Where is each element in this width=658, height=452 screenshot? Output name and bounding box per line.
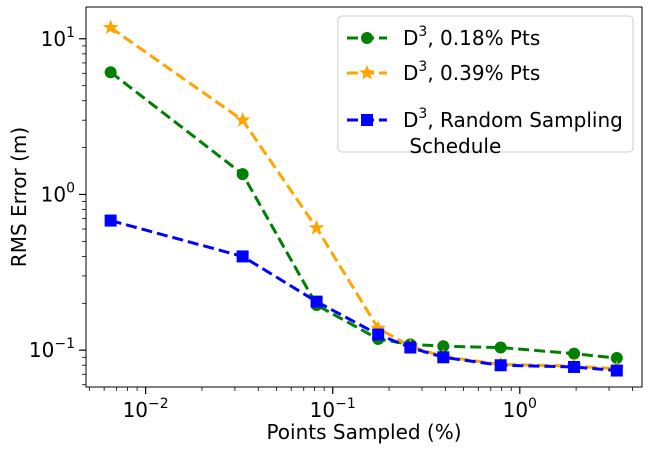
y-tick-label: 100 [41, 180, 75, 206]
data-point [236, 168, 249, 181]
y-tick-label: 10−1 [29, 336, 75, 362]
x-tick-label: 10−1 [310, 396, 356, 422]
data-point [568, 360, 581, 373]
legend-marker [361, 114, 373, 126]
legend-label-line2: Schedule [403, 134, 501, 158]
x-axis: 10−2 10−1 100 [88, 387, 633, 422]
data-point [568, 347, 581, 360]
legend-entry-3: D3, Random Sampling Schedule [347, 106, 623, 158]
legend-entry-2: D3, 0.39% Pts [347, 59, 540, 85]
legend-label: D3, 0.18% Pts [403, 24, 540, 50]
series-line [110, 219, 617, 373]
plot-frame [85, 6, 643, 388]
data-point [308, 219, 325, 235]
data-point [610, 364, 623, 377]
data-point [437, 351, 450, 364]
data-point [372, 328, 385, 341]
y-axis-label: RMS Error (m) [7, 127, 31, 267]
data-point [236, 250, 249, 263]
x-axis-label: Points Sampled (%) [266, 420, 461, 444]
data-point [104, 66, 117, 79]
legend-marker [359, 64, 375, 80]
legend-box [337, 15, 634, 153]
legend-label: D3, Random Sampling [403, 106, 623, 132]
data-point [310, 295, 323, 308]
plot-marks [102, 19, 625, 377]
x-tick-label: 100 [503, 396, 537, 422]
legend-label: D3, 0.39% Pts [403, 59, 540, 85]
y-axis: 10−1 100 101 [29, 25, 86, 386]
data-point [404, 341, 417, 354]
data-point [234, 112, 251, 127]
data-point [494, 341, 507, 354]
data-point [494, 359, 507, 372]
legend-entry-1: D3, 0.18% Pts [347, 24, 540, 50]
data-point [102, 19, 119, 35]
y-tick-label: 101 [41, 25, 75, 51]
legend-marker [361, 32, 373, 44]
legend: D3, 0.18% Pts D3, 0.39% Pts D3, Random Sam… [337, 15, 634, 158]
x-tick-label: 10−2 [123, 396, 169, 422]
data-point [104, 214, 117, 227]
series-3 [104, 214, 623, 377]
